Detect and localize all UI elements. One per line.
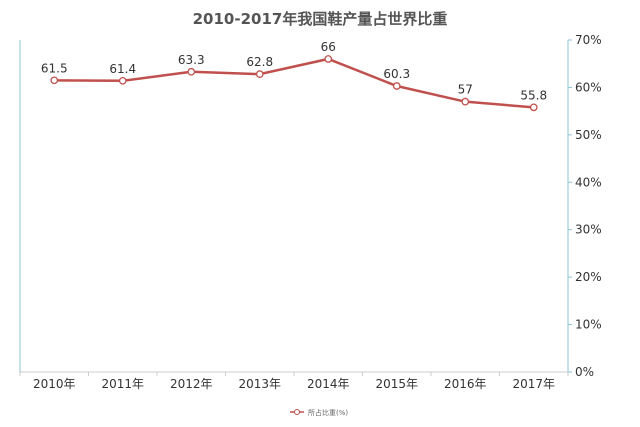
x-tick-label: 2013年 bbox=[238, 377, 281, 391]
y-tick-label: 20% bbox=[575, 270, 602, 284]
x-tick-label: 2012年 bbox=[170, 377, 213, 391]
y-tick-label: 40% bbox=[575, 175, 602, 189]
y-tick-label: 0% bbox=[575, 365, 594, 379]
x-tick-label: 2016年 bbox=[444, 377, 487, 391]
x-tick-label: 2014年 bbox=[307, 377, 350, 391]
data-label: 63.3 bbox=[178, 53, 205, 67]
data-point-marker bbox=[118, 76, 127, 85]
legend-label: 所占比重(%) bbox=[308, 408, 348, 417]
series-markers bbox=[50, 55, 538, 112]
data-label: 57 bbox=[458, 83, 473, 97]
data-label: 61.5 bbox=[41, 61, 68, 75]
x-tick-label: 2015年 bbox=[375, 377, 418, 391]
data-point-marker bbox=[50, 76, 59, 85]
y-tick-label: 10% bbox=[575, 318, 602, 332]
data-label: 62.8 bbox=[246, 55, 273, 69]
data-labels: 61.5 61.4 63.3 62.8 66 60.3 57 55.8 bbox=[41, 40, 547, 102]
y-tick-label: 70% bbox=[575, 33, 602, 47]
legend-marker-icon bbox=[294, 409, 300, 415]
data-point-marker bbox=[392, 82, 401, 90]
data-point-marker bbox=[324, 55, 333, 63]
series-line-shoe-production-share bbox=[54, 57, 534, 109]
data-label: 55.8 bbox=[520, 88, 547, 102]
y-tick-label: 60% bbox=[575, 80, 602, 94]
data-label: 61.4 bbox=[109, 62, 136, 76]
chart-title: 2010-2017年我国鞋产量占世界比重 bbox=[193, 10, 448, 28]
data-label: 66 bbox=[321, 40, 336, 54]
y-tick-label: 30% bbox=[575, 223, 602, 237]
x-axis-tick-labels: 2010年 2011年 2012年 2013年 2014年 2015年 2016年 2017年 bbox=[19, 372, 569, 391]
x-tick-label: 2011年 bbox=[101, 377, 144, 391]
data-point-marker bbox=[461, 97, 470, 106]
y-tick-label: 50% bbox=[575, 128, 602, 142]
x-tick-label: 2017年 bbox=[512, 377, 555, 391]
data-label: 60.3 bbox=[383, 67, 410, 81]
data-point-marker bbox=[529, 103, 538, 112]
legend: 所占比重(%) bbox=[290, 408, 348, 417]
y-axis-tick-labels: 0% 10% 20% 30% 40% 50% 60% 70% bbox=[568, 33, 602, 379]
data-point-marker bbox=[187, 67, 196, 76]
data-point-marker bbox=[255, 70, 264, 78]
x-tick-label: 2010年 bbox=[33, 377, 76, 391]
